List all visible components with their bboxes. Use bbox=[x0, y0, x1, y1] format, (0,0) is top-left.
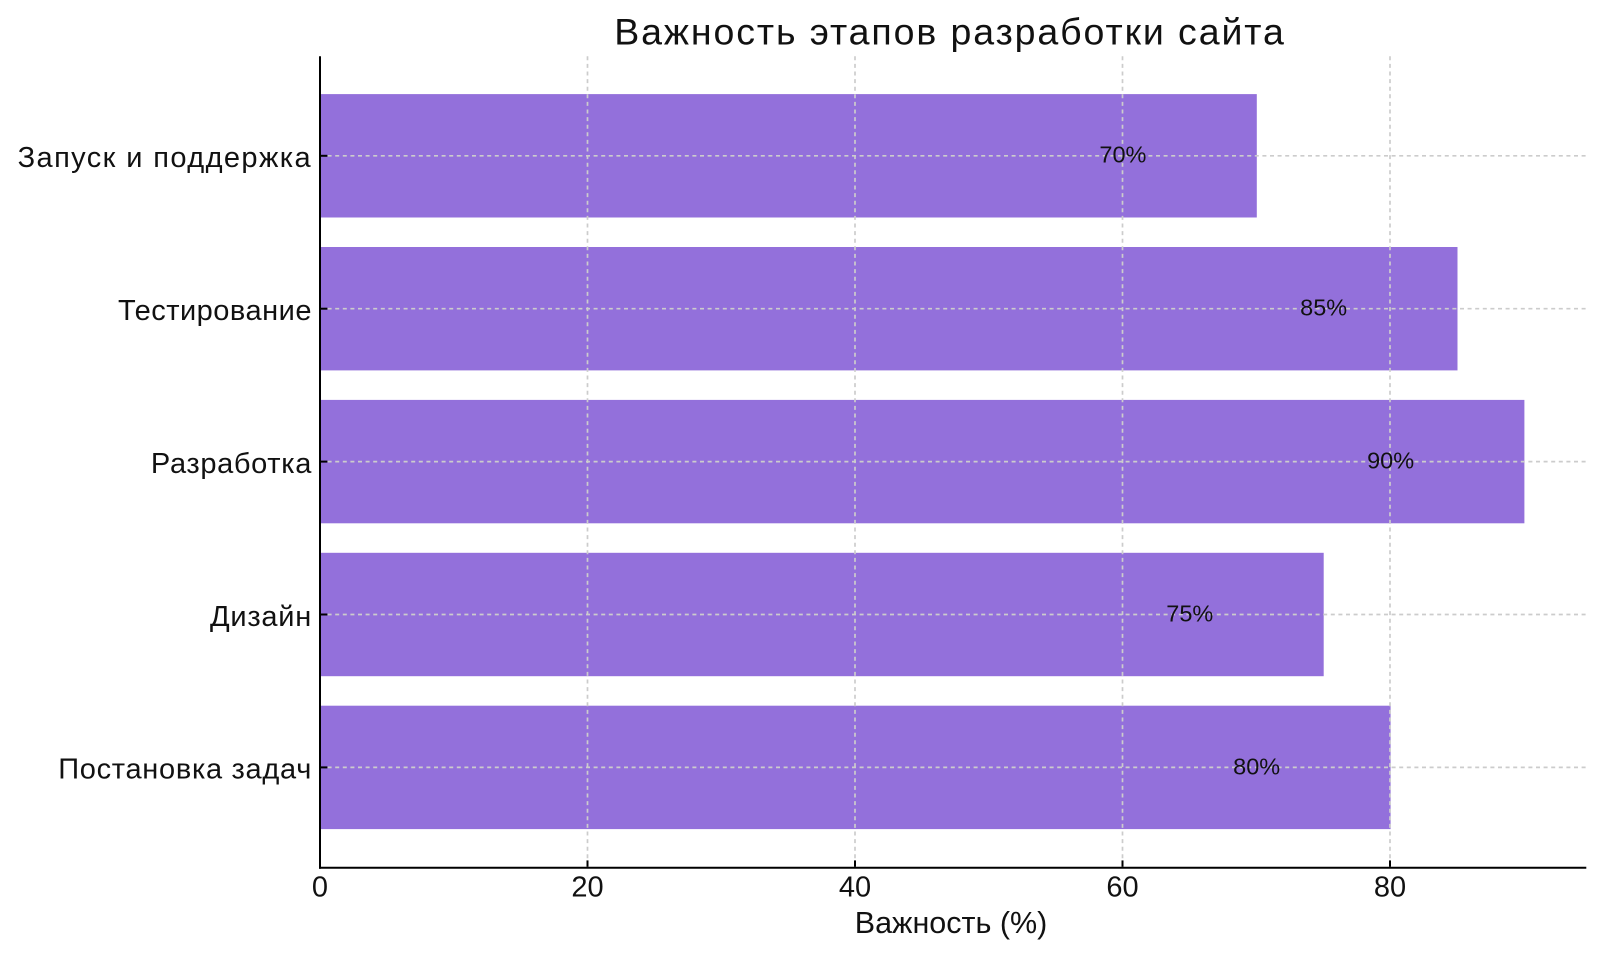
svg-text:70%: 70% bbox=[1099, 142, 1146, 168]
svg-text:75%: 75% bbox=[1166, 600, 1213, 626]
svg-text:Дизайн: Дизайн bbox=[210, 601, 312, 633]
svg-text:60: 60 bbox=[1106, 871, 1138, 903]
svg-text:Тестирование: Тестирование bbox=[118, 295, 312, 327]
svg-text:40: 40 bbox=[839, 871, 871, 903]
svg-text:Постановка задач: Постановка задач bbox=[58, 754, 312, 786]
svg-text:0: 0 bbox=[312, 871, 328, 903]
svg-text:85%: 85% bbox=[1300, 295, 1347, 321]
svg-text:Важность этапов разработки сай: Важность этапов разработки сайта bbox=[614, 11, 1285, 53]
svg-text:Запуск и поддержка: Запуск и поддержка bbox=[18, 142, 312, 174]
svg-text:90%: 90% bbox=[1367, 448, 1414, 474]
svg-text:80: 80 bbox=[1374, 871, 1406, 903]
svg-text:Важность (%): Важность (%) bbox=[855, 906, 1048, 940]
svg-text:20: 20 bbox=[571, 871, 603, 903]
svg-text:80%: 80% bbox=[1233, 753, 1280, 779]
svg-text:Разработка: Разработка bbox=[151, 448, 312, 480]
